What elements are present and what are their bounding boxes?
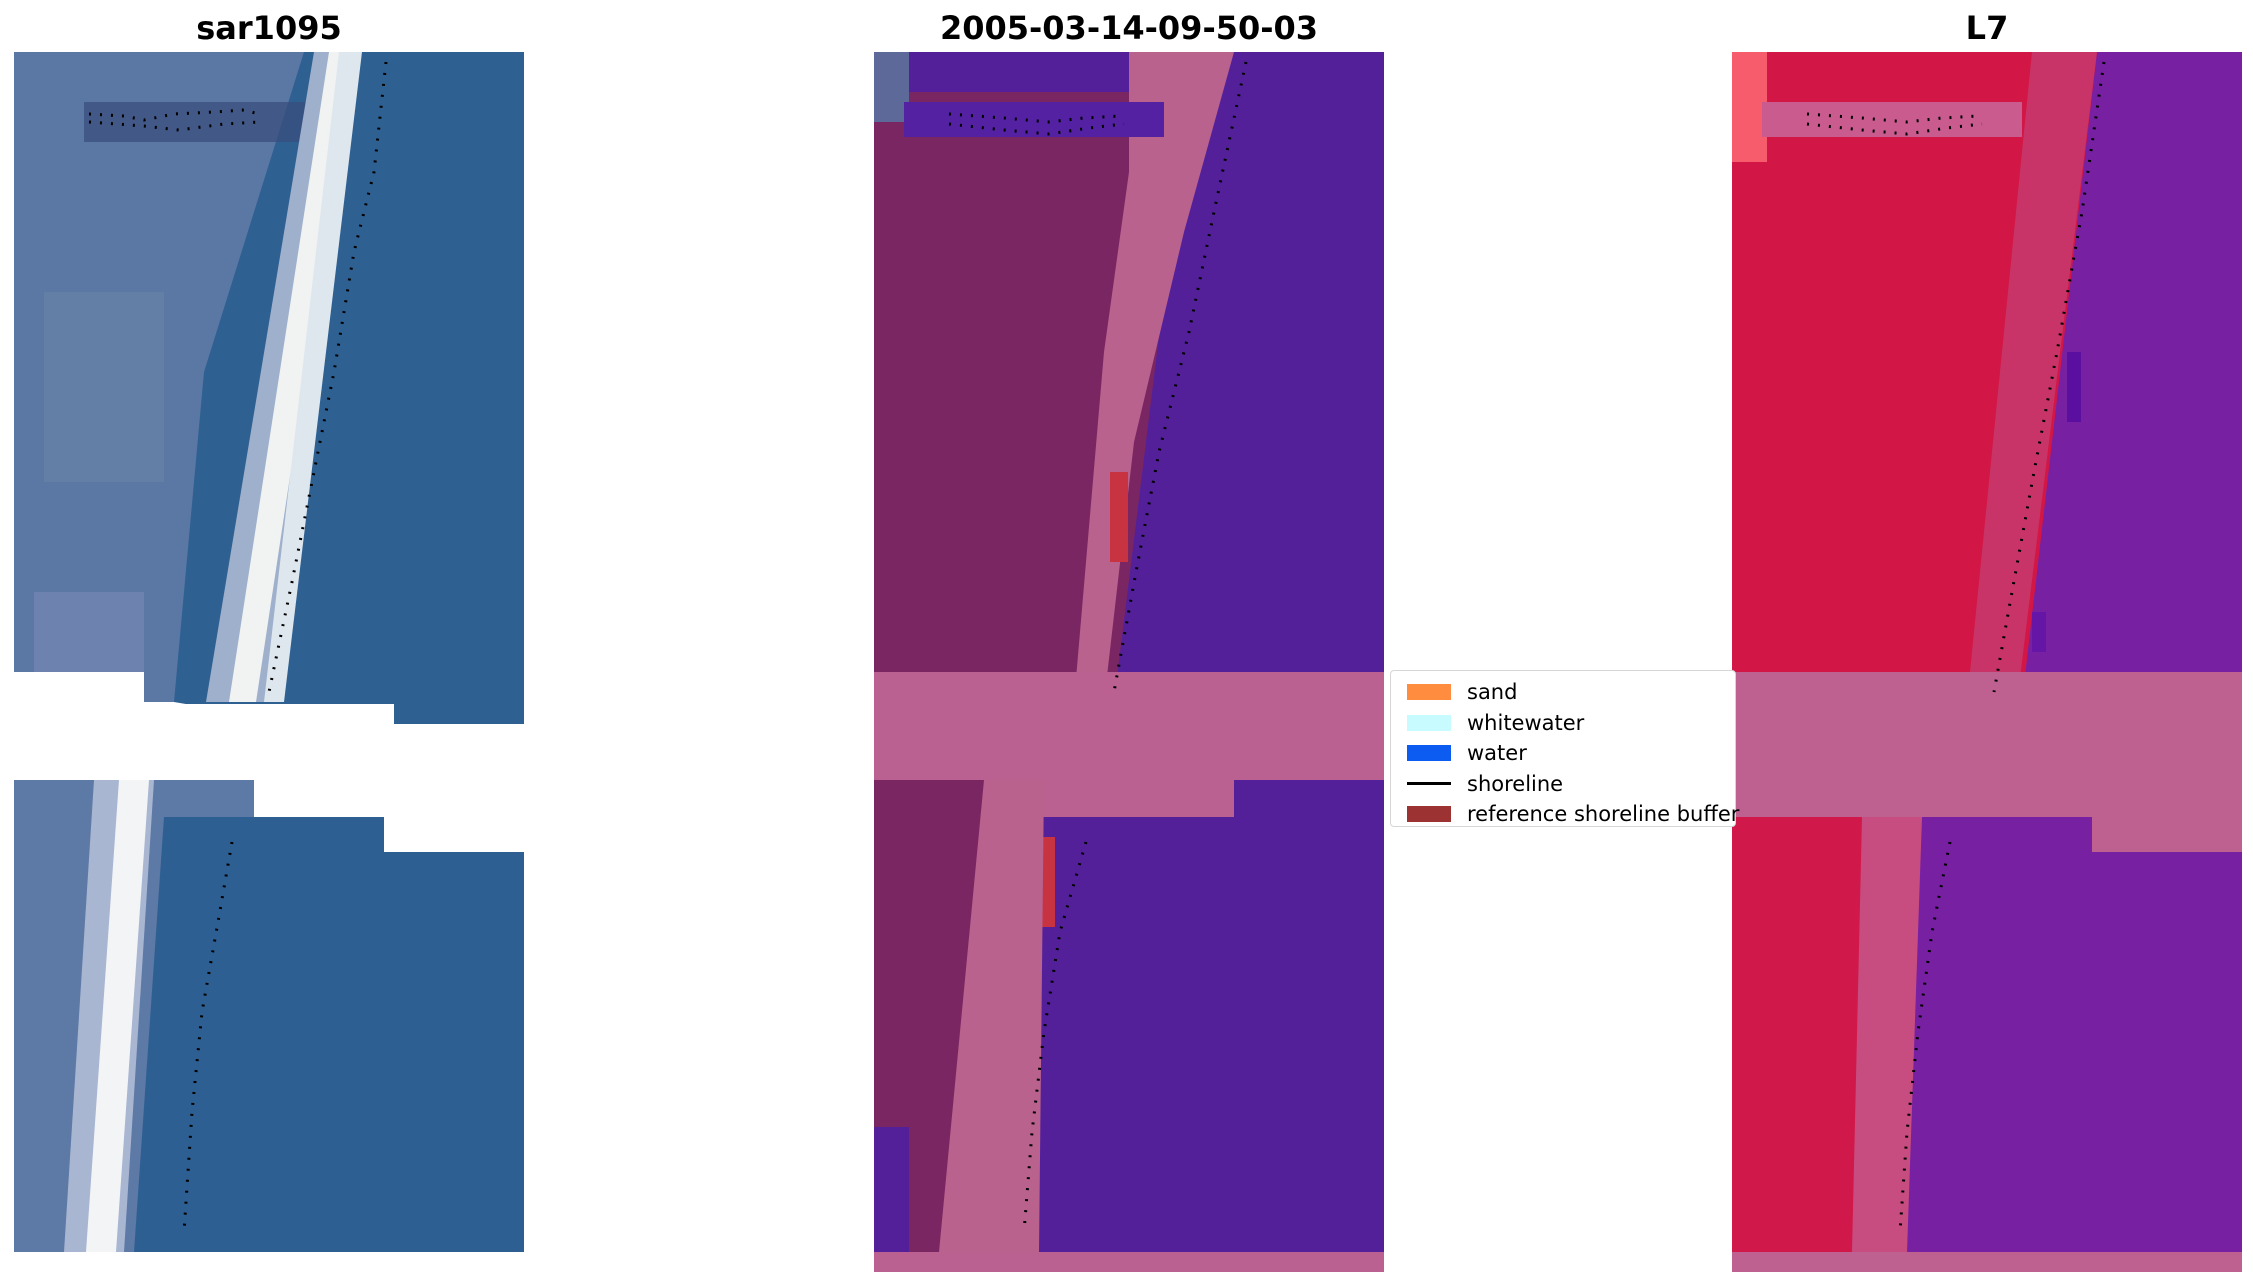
legend-entry-whitewater: whitewater — [1399, 708, 1727, 739]
rgb-shoreline — [267, 61, 388, 693]
class-shoreline — [948, 112, 1120, 124]
legend-entry-water: water — [1399, 738, 1727, 769]
legend-label-buffer: reference shoreline buffer — [1467, 802, 1740, 827]
index-image — [1732, 52, 2242, 1272]
legend-label-whitewater: whitewater — [1467, 710, 1585, 735]
index-streak — [2032, 612, 2046, 652]
legend-entry-shoreline: shoreline — [1399, 769, 1727, 800]
rgb-image-panel — [14, 52, 524, 1272]
index-band — [1732, 672, 2242, 852]
legend-entry-buffer: reference shoreline buffer — [1399, 799, 1739, 830]
class-water-corner — [874, 52, 909, 122]
rgb-surf-band — [264, 52, 362, 702]
legend-line-shoreline — [1407, 782, 1451, 786]
class-channel — [904, 102, 1164, 137]
index-shoreline — [1806, 122, 1983, 136]
rgb-channel — [84, 102, 334, 142]
rgb-surf-band — [86, 780, 149, 1252]
classification-panel — [874, 52, 1384, 1272]
rgb-land-patch — [34, 592, 144, 672]
class-buffer — [1110, 472, 1128, 562]
classification-image — [874, 52, 1384, 1272]
legend: sand whitewater water shoreline referenc… — [1390, 670, 1739, 830]
panel-title-classification: 2005-03-14-09-50-03 — [939, 9, 1319, 47]
legend-swatch-buffer — [1407, 806, 1451, 823]
legend-swatch-water — [1407, 745, 1451, 762]
index-shoreline — [1806, 112, 1978, 124]
index-transition — [1967, 52, 2097, 702]
class-sand-band — [874, 1252, 1384, 1272]
index-corner — [1732, 52, 1767, 162]
class-water-corner — [874, 1127, 909, 1252]
index-streak — [2067, 352, 2081, 422]
class-shoreline — [948, 122, 1125, 136]
legend-label-water: water — [1467, 741, 1527, 766]
legend-label-shoreline: shoreline — [1467, 771, 1564, 796]
index-panel — [1732, 52, 2242, 1272]
index-transition — [1852, 817, 1922, 1252]
panel-title-rgb: sar1095 — [196, 9, 342, 47]
rgb-land-patch — [44, 292, 164, 482]
panel-title-index: L7 — [1965, 9, 2009, 47]
class-sand — [939, 780, 1044, 1252]
legend-swatch-whitewater — [1407, 714, 1451, 731]
rgb-ocean — [134, 817, 524, 1252]
rgb-image — [14, 52, 524, 1252]
index-band — [1732, 1252, 2242, 1272]
legend-swatch-sand — [1407, 684, 1451, 701]
index-channel — [1762, 102, 2022, 137]
legend-entry-sand: sand — [1399, 677, 1727, 708]
legend-label-sand: sand — [1467, 680, 1518, 705]
